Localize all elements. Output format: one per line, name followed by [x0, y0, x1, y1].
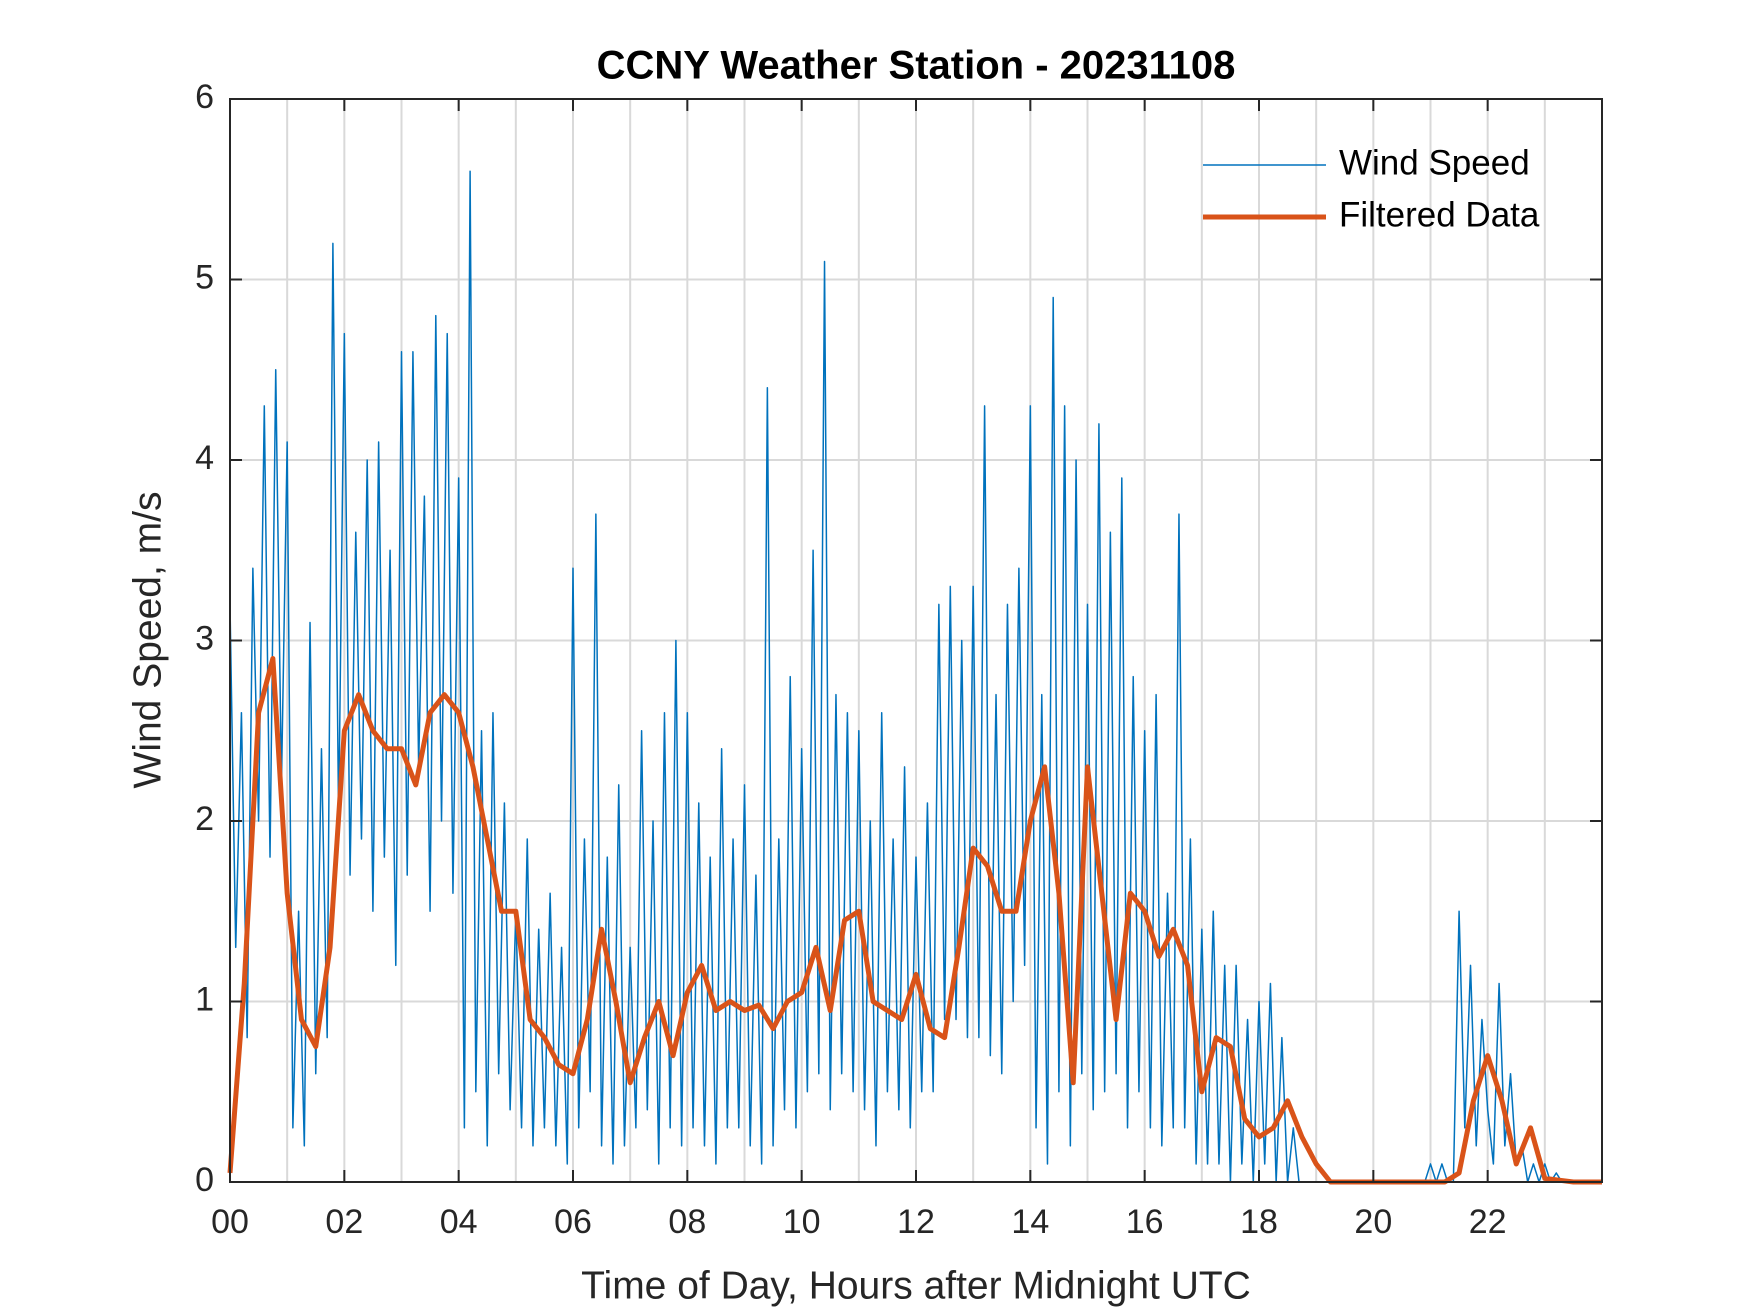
x-axis-label: Time of Day, Hours after Midnight UTC	[581, 1264, 1251, 1307]
x-tick-label: 08	[668, 1203, 706, 1241]
y-tick-label: 3	[195, 619, 214, 657]
x-tick-label: 10	[783, 1203, 821, 1241]
y-tick-label: 0	[195, 1161, 214, 1199]
y-tick-label: 1	[195, 980, 214, 1018]
y-tick-label: 6	[195, 78, 214, 116]
legend-label: Filtered Data	[1339, 195, 1540, 234]
x-tick-label: 06	[554, 1203, 592, 1241]
y-tick-label: 5	[195, 258, 214, 296]
y-axis-label: Wind Speed, m/s	[126, 492, 169, 789]
y-tick-label: 4	[195, 439, 214, 477]
legend-label: Wind Speed	[1339, 143, 1530, 182]
chart-title: CCNY Weather Station - 20231108	[597, 44, 1236, 88]
x-tick-label: 18	[1240, 1203, 1278, 1241]
x-tick-label: 12	[897, 1203, 935, 1241]
x-tick-label: 04	[440, 1203, 478, 1241]
x-tick-label: 00	[211, 1203, 249, 1241]
y-tick-label: 2	[195, 800, 214, 838]
x-tick-label: 02	[325, 1203, 363, 1241]
x-tick-label: 22	[1469, 1203, 1507, 1241]
x-tick-label: 14	[1011, 1203, 1049, 1241]
x-tick-label: 20	[1354, 1203, 1392, 1241]
x-tick-label: 16	[1126, 1203, 1164, 1241]
